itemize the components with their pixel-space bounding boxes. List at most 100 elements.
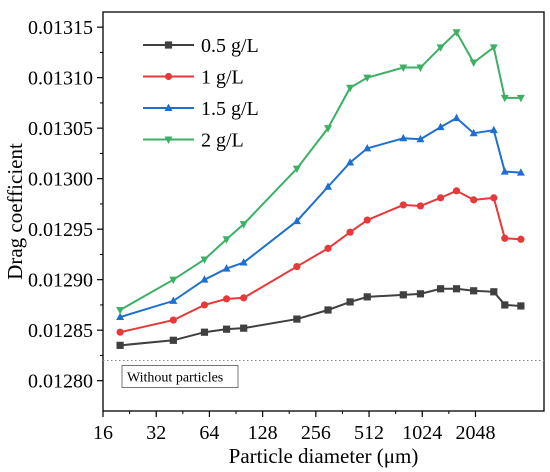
triangle-up-marker bbox=[239, 258, 248, 266]
circle-marker bbox=[436, 194, 445, 202]
triangle-down-marker bbox=[239, 221, 248, 229]
y-tick-label: 0.01300 bbox=[28, 169, 93, 191]
triangle-down-marker bbox=[222, 236, 231, 244]
circle-marker bbox=[470, 196, 478, 204]
series-line bbox=[119, 30, 521, 311]
legend-item: 1 g/L bbox=[143, 67, 244, 89]
x-tick-label: 128 bbox=[248, 422, 278, 444]
series-line bbox=[119, 116, 521, 319]
circle-marker bbox=[416, 202, 425, 210]
square-marker bbox=[501, 301, 509, 309]
square-marker bbox=[346, 298, 354, 306]
triangle-up-marker bbox=[164, 103, 173, 111]
square-marker bbox=[222, 325, 231, 333]
square-marker bbox=[169, 336, 177, 344]
series-line bbox=[119, 189, 521, 334]
triangle-up-marker bbox=[222, 264, 231, 272]
circle-marker bbox=[164, 72, 173, 81]
x-tick-label: 512 bbox=[354, 422, 384, 444]
legend-label: 1.5 g/L bbox=[201, 98, 259, 120]
y-tick-label: 0.01310 bbox=[28, 68, 93, 90]
reference-layer: Without particles bbox=[103, 359, 544, 388]
triangle-up-marker bbox=[399, 133, 408, 142]
triangle-down-marker bbox=[469, 59, 478, 67]
circle-marker bbox=[452, 187, 461, 195]
square-marker bbox=[240, 324, 248, 332]
square-marker bbox=[470, 287, 478, 295]
square-marker bbox=[517, 302, 525, 310]
circle-marker bbox=[222, 295, 231, 303]
triangle-up-marker bbox=[469, 128, 478, 137]
circle-marker bbox=[346, 228, 354, 236]
triangle-up-marker bbox=[452, 113, 461, 122]
y-tick-label: 0.01295 bbox=[28, 219, 93, 241]
reference-label-box bbox=[121, 365, 239, 388]
square-marker bbox=[116, 341, 124, 349]
circle-marker bbox=[169, 316, 177, 324]
triangle-up-marker bbox=[200, 275, 209, 283]
triangle-up-marker bbox=[292, 216, 301, 225]
circle-marker bbox=[363, 216, 371, 224]
triangle-down-marker bbox=[292, 165, 301, 173]
x-tick-label: 32 bbox=[146, 422, 166, 444]
circle-marker bbox=[293, 262, 301, 271]
triangle-down-marker bbox=[399, 64, 408, 72]
triangle-down-marker bbox=[500, 94, 509, 103]
axis-layer: 16 32 64 128 256 512 1024 2048 0.01280 0.01285 0.0… bbox=[28, 17, 495, 444]
series-1-g-l bbox=[116, 187, 525, 336]
plot-border bbox=[102, 11, 545, 412]
triangle-down-marker bbox=[169, 276, 178, 285]
x-tick-label: 256 bbox=[301, 422, 331, 444]
triangle-up-marker bbox=[346, 158, 355, 166]
circle-marker bbox=[324, 244, 332, 252]
square-marker bbox=[490, 288, 498, 296]
triangle-up-marker bbox=[500, 167, 509, 175]
square-marker bbox=[416, 290, 425, 298]
y-tick-label: 0.01285 bbox=[28, 320, 93, 342]
circle-marker bbox=[240, 294, 248, 302]
square-marker bbox=[164, 41, 173, 49]
square-marker bbox=[399, 291, 407, 299]
circle-marker bbox=[501, 234, 509, 242]
circle-marker bbox=[116, 328, 124, 336]
triangle-down-marker bbox=[516, 94, 525, 103]
triangle-up-marker bbox=[489, 125, 498, 134]
triangle-down-marker bbox=[164, 136, 173, 144]
square-marker bbox=[452, 285, 461, 293]
circle-marker bbox=[517, 235, 525, 243]
legend-item: 0.5 g/L bbox=[143, 35, 259, 57]
circle-marker bbox=[490, 194, 498, 202]
triangle-down-marker bbox=[200, 256, 209, 264]
triangle-up-marker bbox=[416, 134, 425, 143]
x-tick-label: 16 bbox=[93, 422, 113, 444]
y-tick-label: 0.01290 bbox=[28, 270, 93, 292]
y-axis-title: Drag coefficient bbox=[3, 143, 27, 280]
legend: 0.5 g/L 1 g/L 1.5 g/L 2 g/L bbox=[143, 35, 259, 152]
triangle-up-marker bbox=[363, 143, 372, 152]
legend-item: 2 g/L bbox=[143, 130, 244, 152]
x-axis-title: Particle diameter (μm) bbox=[229, 444, 419, 468]
circle-marker bbox=[200, 301, 209, 309]
triangle-up-marker bbox=[116, 312, 125, 321]
square-marker bbox=[200, 328, 209, 336]
triangle-down-marker bbox=[346, 84, 355, 93]
y-tick-label: 0.01305 bbox=[28, 118, 93, 140]
series-2-g-l bbox=[116, 29, 525, 315]
series-layer bbox=[116, 29, 525, 349]
square-marker bbox=[363, 293, 371, 301]
x-tick-label: 2048 bbox=[455, 422, 495, 444]
series-1-5-g-l bbox=[116, 113, 525, 321]
legend-label: 0.5 g/L bbox=[201, 35, 259, 57]
triangle-down-marker bbox=[363, 74, 372, 83]
triangle-up-marker bbox=[516, 168, 525, 176]
triangle-down-marker bbox=[489, 44, 498, 52]
y-tick-label: 0.01315 bbox=[28, 17, 93, 39]
legend-item: 1.5 g/L bbox=[143, 98, 259, 120]
x-tick-label: 64 bbox=[199, 422, 219, 444]
reference-label: Without particles bbox=[127, 370, 223, 385]
series-0-5-g-l bbox=[116, 285, 525, 349]
triangle-up-marker bbox=[324, 182, 333, 190]
square-marker bbox=[436, 285, 445, 293]
triangle-up-marker bbox=[169, 296, 178, 304]
